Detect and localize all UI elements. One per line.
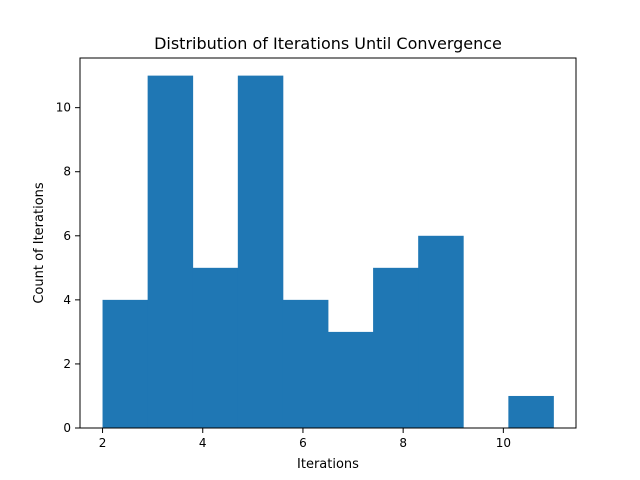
x-tick-label: 6: [299, 436, 307, 450]
histogram-bar: [328, 331, 374, 428]
x-tick-label: 10: [496, 436, 511, 450]
bars-group: [102, 75, 554, 428]
y-tick-label: 10: [56, 101, 71, 115]
x-ticks-group: 2 4 6 8 10: [99, 428, 511, 450]
plot-frame: [79, 57, 577, 429]
histogram-bar: [237, 75, 284, 428]
x-tick-label: 4: [199, 436, 207, 450]
histogram-bar: [192, 267, 239, 428]
histogram-bar: [418, 235, 464, 428]
x-tick-label: 2: [99, 436, 107, 450]
y-tick-label: 4: [63, 293, 71, 307]
histogram-bar: [147, 75, 194, 428]
histogram-bar: [282, 299, 329, 428]
y-ticks-group: 0 2 4 6 8 10: [56, 101, 80, 435]
y-tick-label: 8: [63, 165, 71, 179]
y-tick-label: 2: [63, 357, 71, 371]
x-axis-label: Iterations: [297, 457, 359, 472]
histogram-bar: [102, 299, 149, 428]
chart-title: Distribution of Iterations Until Converg…: [154, 34, 502, 53]
histogram-bar: [508, 395, 554, 428]
x-tick-label: 8: [399, 436, 407, 450]
y-tick-label: 6: [63, 229, 71, 243]
histogram-bar: [373, 267, 419, 428]
y-axis-label: Count of Iterations: [32, 182, 47, 304]
y-tick-label: 0: [63, 421, 71, 435]
